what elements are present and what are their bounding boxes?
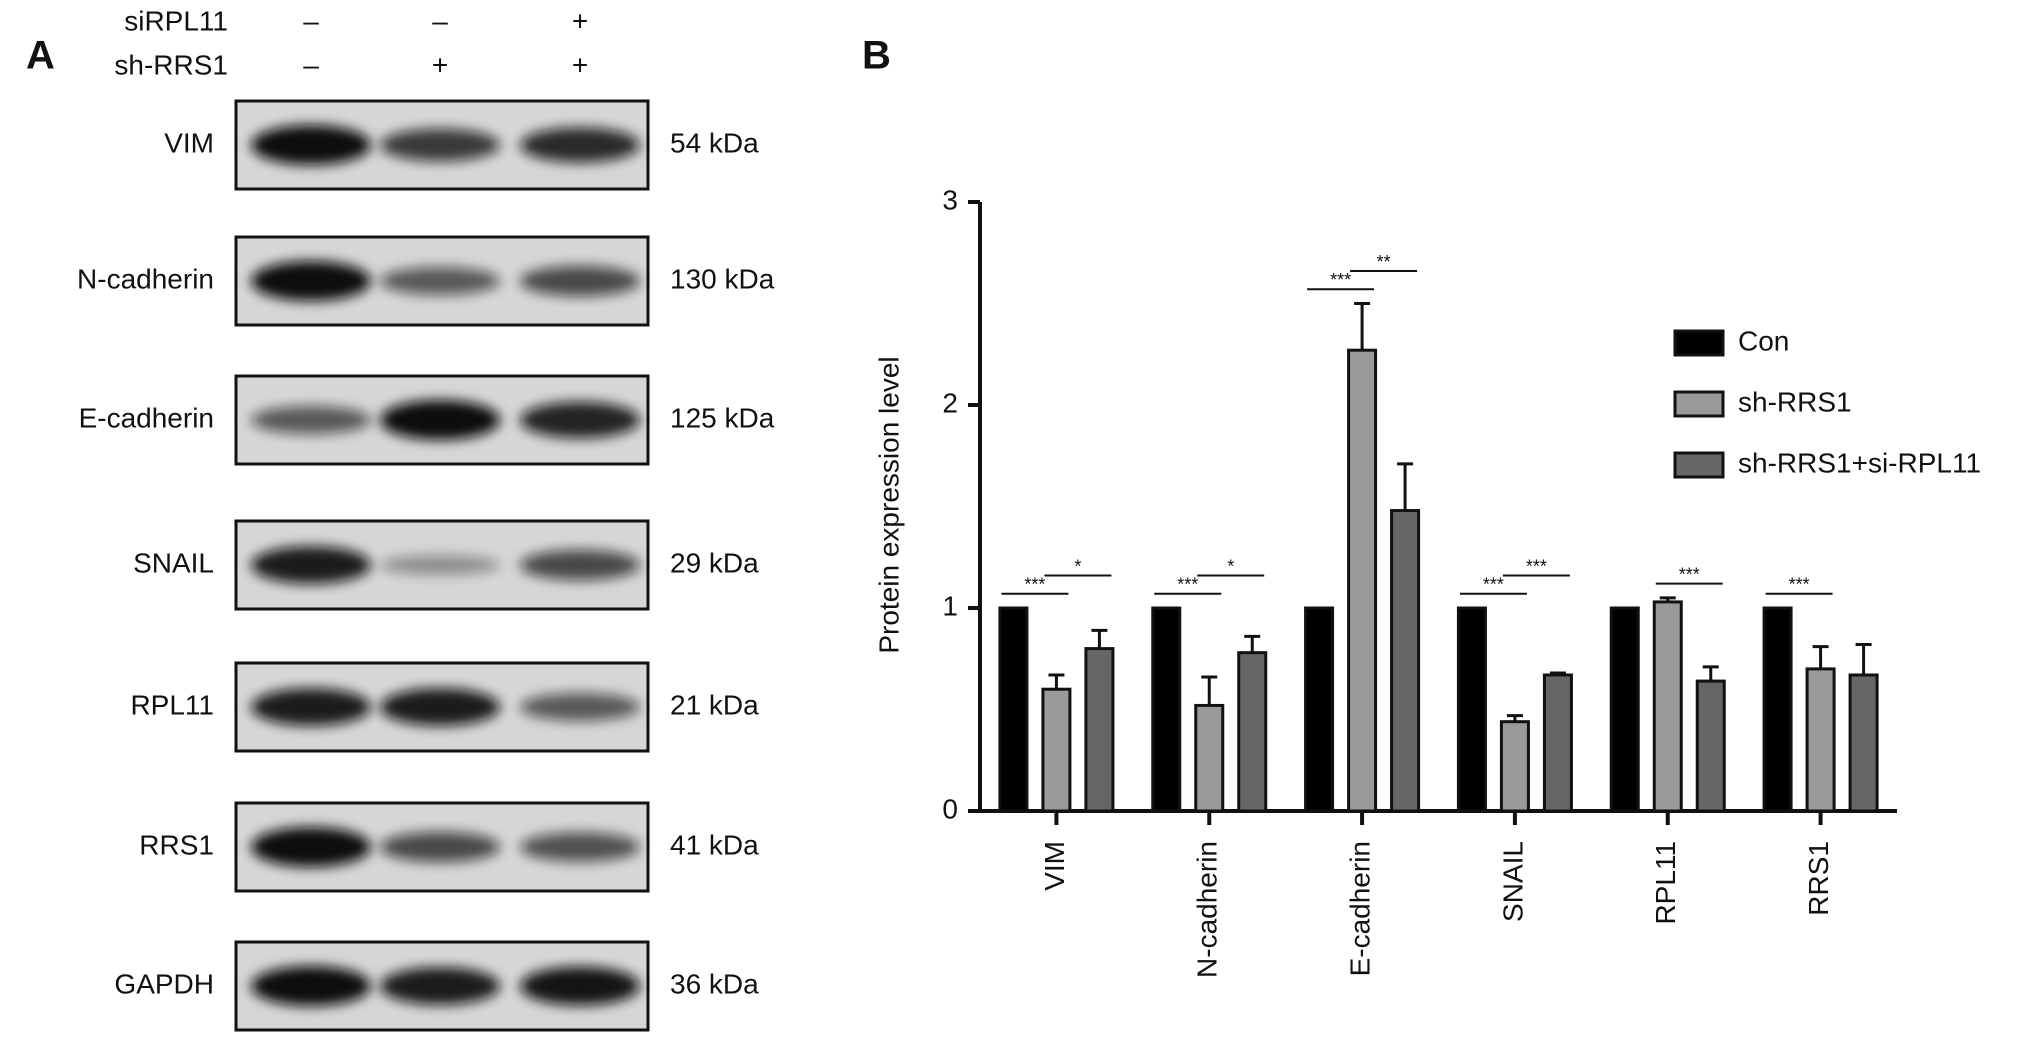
blot [234,519,650,611]
x-tick-label: RRS1 [1803,841,1834,916]
protein-label: GAPDH [114,968,214,999]
y-tick-label: 2 [942,387,958,418]
bar [1194,703,1225,813]
condition-sign: – [303,5,319,36]
bar [1304,606,1335,813]
y-axis-label: Protein expression level [873,356,904,653]
band [520,265,640,297]
band-size: 29 kDa [670,547,759,578]
bar [1609,606,1640,813]
x-tick-label: RPL11 [1650,841,1681,925]
y-tick-label: 0 [942,793,958,824]
condition-label: siRPL11 [124,5,228,36]
bar [1390,509,1421,813]
bar [1456,606,1487,813]
legend-label: sh-RRS1 [1738,386,1852,417]
bar [1041,687,1072,813]
x-tick-label: N-cadherin [1192,841,1223,978]
significance-label: *** [1330,270,1351,290]
protein-label: N-cadherin [77,263,214,294]
bar [1695,679,1726,813]
bar [1499,720,1530,813]
protein-label: E-cadherin [79,402,214,433]
bar [1652,600,1683,813]
x-tick-label: SNAIL [1497,841,1528,922]
significance-label: *** [1024,575,1045,595]
condition-sign: + [572,49,588,80]
band [251,261,371,301]
band [380,400,500,440]
x-tick-label: VIM [1039,841,1070,891]
band-size: 130 kDa [670,263,775,294]
bar [998,606,1029,813]
band-size: 36 kDa [670,968,759,999]
band-size: 21 kDa [670,689,759,720]
significance-label: * [1074,556,1081,576]
significance-label: *** [1789,575,1810,595]
protein-label: SNAIL [133,547,214,578]
significance-label: *** [1526,556,1547,576]
protein-label: RRS1 [139,829,214,860]
band [520,401,640,439]
band-size: 54 kDa [670,127,759,158]
band [520,693,640,721]
significance-label: * [1227,556,1234,576]
x-tick-label: E-cadherin [1344,841,1375,976]
bar [1347,348,1378,813]
condition-sign: – [303,49,319,80]
bar [1762,606,1793,813]
blot [234,235,650,327]
band [251,125,371,165]
band [380,688,500,726]
panel-label: A [26,34,55,78]
band [380,267,500,295]
legend-swatch [1673,451,1725,479]
legend-swatch [1673,329,1725,357]
significance-label: *** [1679,564,1700,584]
band [251,688,371,726]
significance-label: ** [1377,252,1391,272]
bar [1542,673,1573,813]
band [380,831,500,863]
blot [234,374,650,466]
bar [1151,606,1182,813]
y-tick-label: 3 [942,184,958,215]
condition-sign: + [432,49,448,80]
significance-label: *** [1483,575,1504,595]
band-size: 125 kDa [670,402,775,433]
bar [1848,673,1879,813]
band [380,555,500,575]
bar [1805,667,1836,813]
band [520,966,640,1006]
condition-sign: + [572,5,588,36]
legend-label: sh-RRS1+si-RPL11 [1738,447,1981,478]
protein-label: VIM [164,127,214,158]
blot [234,940,650,1032]
condition-label: sh-RRS1 [114,49,228,80]
blot [234,661,650,753]
band-size: 41 kDa [670,829,759,860]
condition-sign: – [432,5,448,36]
legend-swatch [1673,390,1725,418]
band [520,127,640,163]
legend-label: Con [1738,325,1789,356]
band [520,832,640,862]
panel-label: B [862,34,891,78]
band [251,827,371,867]
significance-label: *** [1177,575,1198,595]
y-tick-label: 1 [942,590,958,621]
protein-label: RPL11 [130,689,214,720]
band [380,128,500,162]
blot [234,801,650,893]
band [251,406,371,434]
band [520,549,640,581]
band [251,546,371,584]
bar [1237,651,1268,813]
band [251,966,371,1006]
blot [234,99,650,191]
bar [1084,647,1115,813]
band [380,967,500,1005]
